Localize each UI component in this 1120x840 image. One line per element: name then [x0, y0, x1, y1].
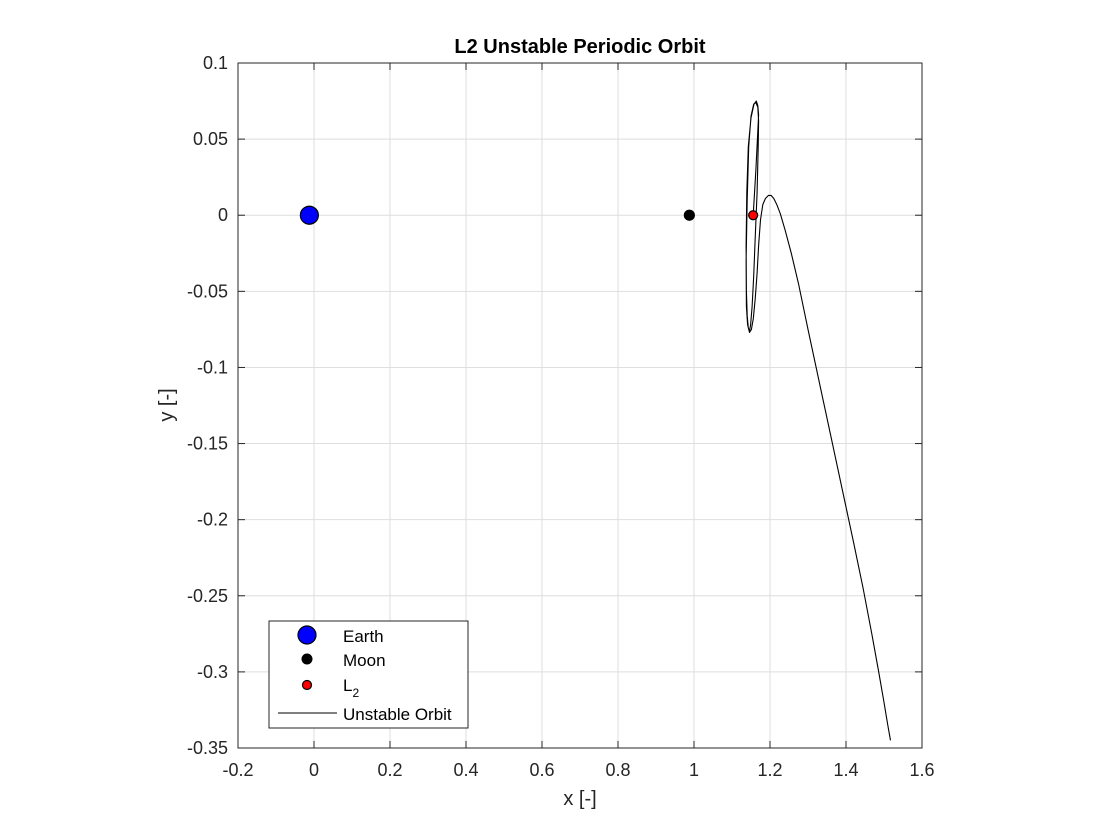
moon-marker — [683, 209, 695, 221]
x-tick-label: -0.2 — [222, 760, 253, 780]
grid — [237, 62, 923, 749]
x-tick-label: 0.6 — [529, 760, 554, 780]
x-tick-label: 0.2 — [377, 760, 402, 780]
legend-moon-label: Moon — [343, 651, 386, 670]
y-tick-label: -0.3 — [197, 662, 228, 682]
y-tick-label: -0.35 — [187, 738, 228, 758]
earth-marker — [299, 205, 319, 225]
x-tick-label: 0 — [309, 760, 319, 780]
legend-l2-letter: L — [343, 676, 352, 695]
y-tick-label: 0.05 — [193, 129, 228, 149]
legend-earth-label: Earth — [343, 627, 384, 646]
x-tick-label: 1.6 — [909, 760, 934, 780]
series-layer — [299, 100, 892, 741]
legend-l2-subscript: 2 — [352, 686, 359, 700]
legend-orbit-label: Unstable Orbit — [343, 705, 452, 724]
x-tick-label: 1.2 — [757, 760, 782, 780]
y-tick-label: -0.2 — [197, 510, 228, 530]
y-tick-label: -0.05 — [187, 281, 228, 301]
legend-moon-marker — [301, 653, 313, 665]
x-axis-label: x [-] — [563, 788, 596, 810]
y-axis-label: y [-] — [156, 388, 178, 421]
legend-l2-label: L2 — [343, 676, 359, 700]
axes-box — [237, 62, 923, 749]
x-tick-label: 1 — [689, 760, 699, 780]
l2-marker — [748, 210, 759, 221]
y-tick-label: -0.1 — [197, 357, 228, 377]
y-tick-label: 0 — [218, 205, 228, 225]
chart-title: L2 Unstable Periodic Orbit — [454, 36, 706, 58]
y-tick-label: -0.25 — [187, 586, 228, 606]
ticks: -0.2 0 0.2 0.4 0.6 0.8 1 1.2 1.4 1.6 0.1 0.05 0 -0.05… — [187, 53, 935, 780]
x-tick-label: 1.4 — [833, 760, 858, 780]
unstable-orbit-line — [745, 100, 892, 741]
x-tick-label: 0.8 — [605, 760, 630, 780]
x-tick-label: 0.4 — [453, 760, 478, 780]
legend: Earth Moon L2 Unstable Orbit — [268, 620, 469, 729]
y-tick-label: -0.15 — [187, 434, 228, 454]
legend-l2-marker — [301, 679, 313, 691]
legend-earth-marker — [297, 625, 317, 645]
y-tick-label: 0.1 — [203, 53, 228, 73]
